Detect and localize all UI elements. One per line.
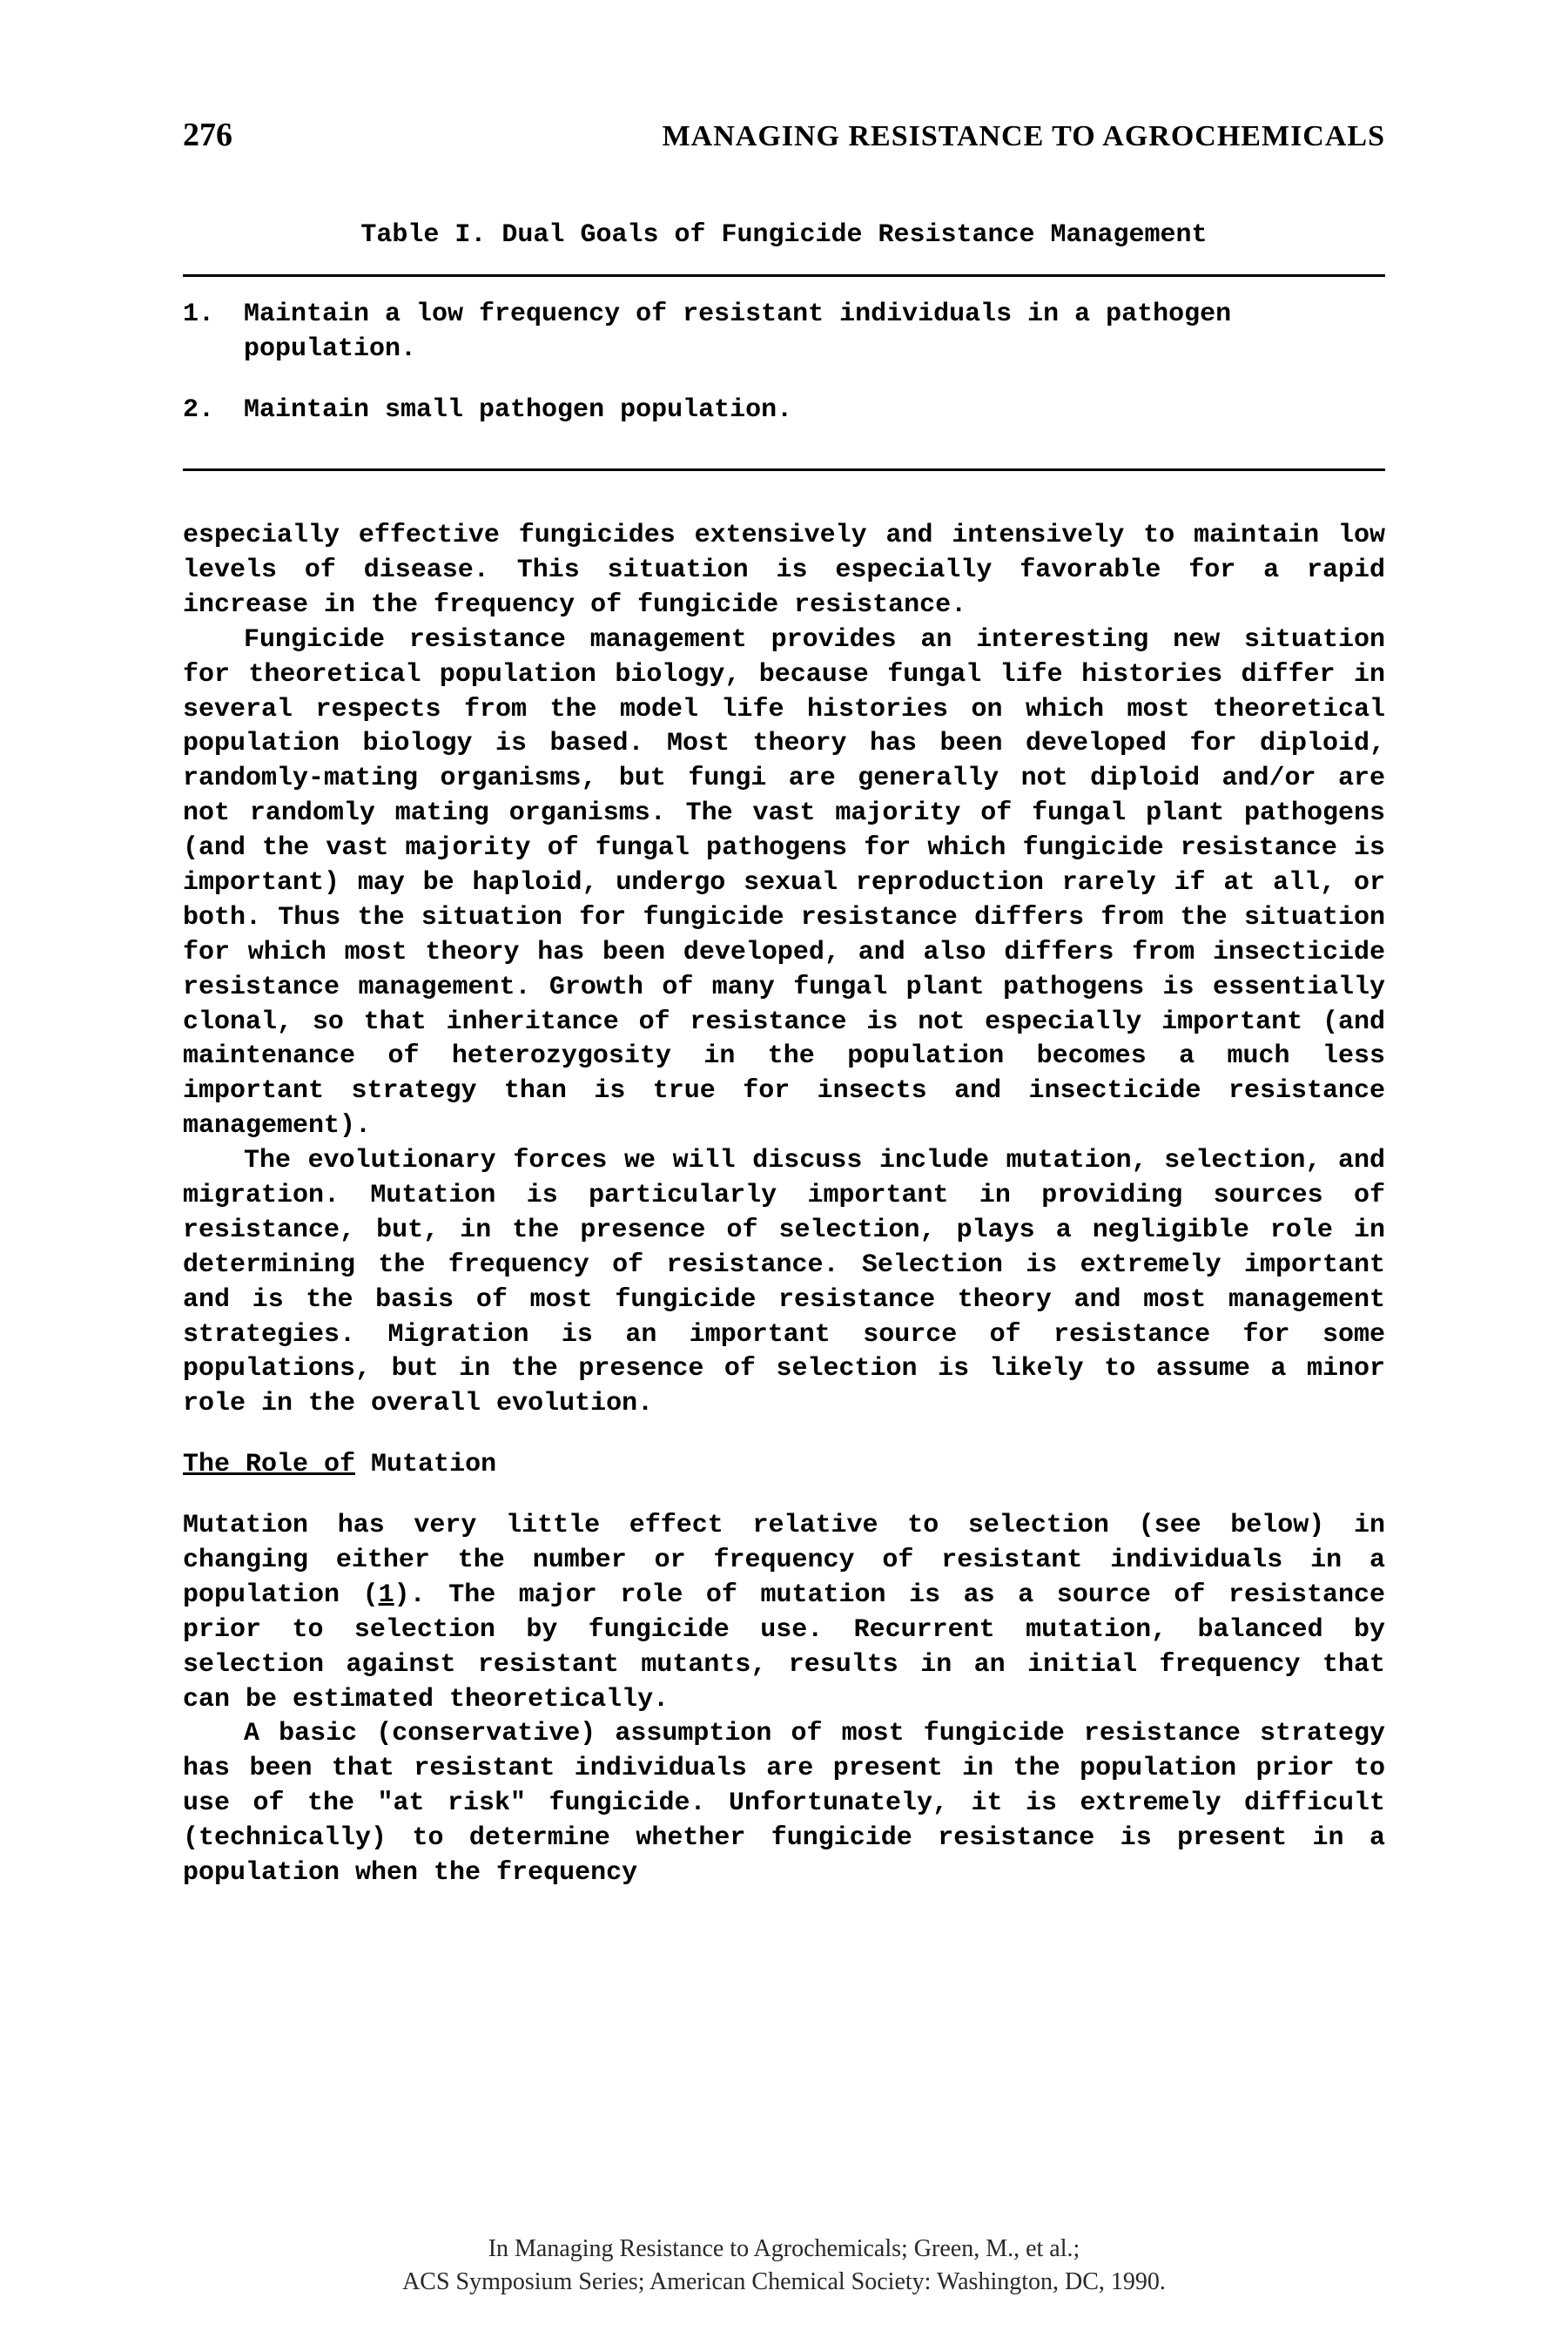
page: 276 MANAGING RESISTANCE TO AGROCHEMICALS… — [0, 0, 1568, 2351]
section-heading-rest: Mutation — [355, 1450, 496, 1479]
section-heading: The Role of Mutation — [183, 1448, 1385, 1483]
paragraph: A basic (conservative) assumption of mos… — [183, 1717, 1385, 1890]
paragraph: Fungicide resistance management provides… — [183, 623, 1385, 1144]
running-title: MANAGING RESISTANCE TO AGROCHEMICALS — [663, 117, 1385, 156]
reference-citation: 1 — [379, 1580, 394, 1610]
body-text: especially effective fungicides extensiv… — [183, 519, 1385, 1891]
footer-line: In Managing Resistance to Agrochemicals;… — [0, 2233, 1568, 2266]
footer-line: ACS Symposium Series; American Chemical … — [0, 2266, 1568, 2299]
table-box: 1. Maintain a low frequency of resistant… — [183, 274, 1385, 471]
table-item-number: 2. — [183, 394, 244, 428]
page-footer: In Managing Resistance to Agrochemicals;… — [0, 2233, 1568, 2299]
paragraph: The evolutionary forces we will discuss … — [183, 1144, 1385, 1422]
page-number: 276 — [183, 113, 232, 158]
table-caption: Table I. Dual Goals of Fungicide Resista… — [183, 219, 1385, 253]
table-item-text: Maintain a low frequency of resistant in… — [244, 298, 1385, 367]
table-item-text: Maintain small pathogen population. — [244, 394, 1385, 428]
paragraph: Mutation has very little effect relative… — [183, 1509, 1385, 1717]
section-heading-underlined: The Role of — [183, 1450, 355, 1479]
table-row: 1. Maintain a low frequency of resistant… — [183, 293, 1385, 373]
table-item-number: 1. — [183, 298, 244, 367]
paragraph: especially effective fungicides extensiv… — [183, 519, 1385, 623]
page-header: 276 MANAGING RESISTANCE TO AGROCHEMICALS — [183, 113, 1385, 158]
table-row: 2. Maintain small pathogen population. — [183, 388, 1385, 434]
